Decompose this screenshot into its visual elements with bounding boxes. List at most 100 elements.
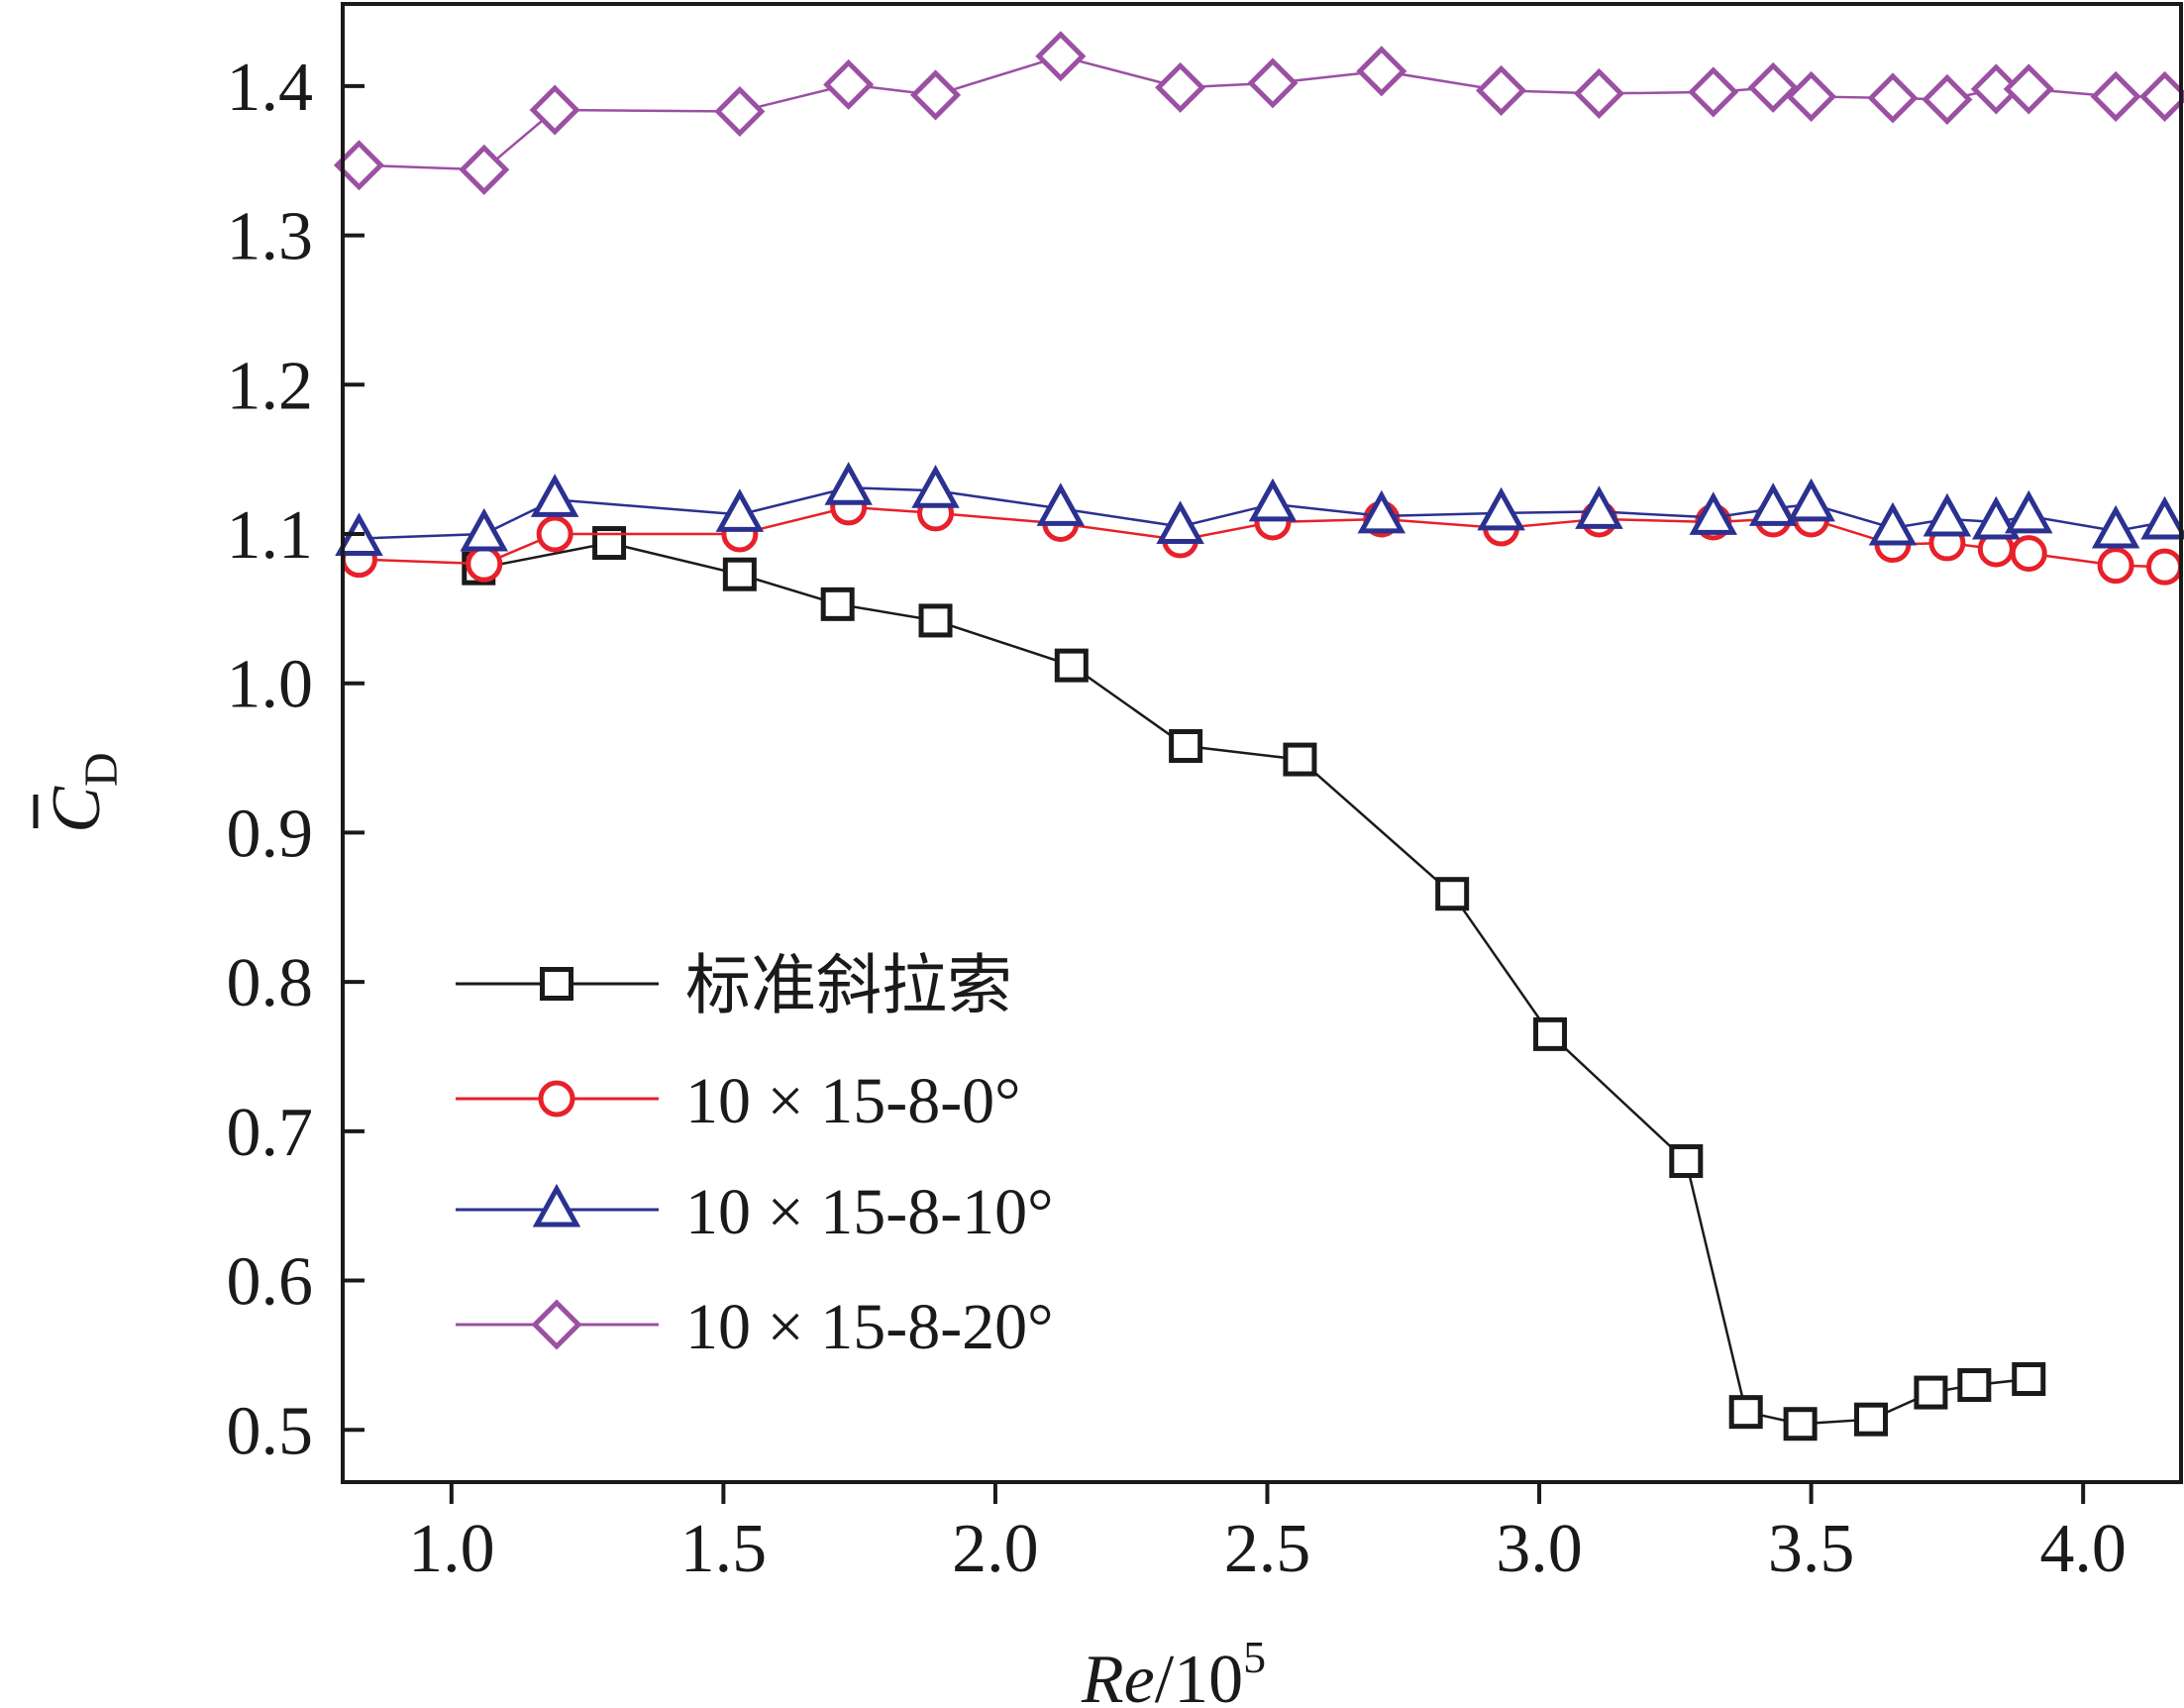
- series-diamond: [333, 31, 2184, 195]
- data-point-square-14: [1914, 1375, 1948, 1410]
- data-point-triangle-15: [1868, 501, 1918, 546]
- data-point-square-13: [1854, 1402, 1889, 1437]
- legend-marker-1: [538, 1080, 575, 1118]
- data-point-triangle-7: [1156, 500, 1204, 544]
- y-tick-label-9: 1.4: [227, 50, 314, 126]
- data-point-diamond-10: [1476, 64, 1527, 116]
- y-tick-label-3: 0.8: [227, 945, 314, 1021]
- data-point-diamond-19: [2090, 70, 2141, 122]
- data-point-triangle-9: [1357, 489, 1406, 534]
- data-point-diamond-14: [1786, 70, 1837, 122]
- data-point-diamond-16: [1922, 73, 1973, 125]
- data-point-diamond-1: [459, 144, 510, 195]
- data-point-triangle-10: [1477, 486, 1525, 531]
- data-point-square-16: [2012, 1362, 2046, 1397]
- x-axis-title-sup: 5: [1243, 1632, 1266, 1682]
- x-tick-label-4: 3.0: [1496, 1511, 1583, 1587]
- data-point-diamond-7: [1155, 61, 1206, 113]
- data-point-circle-20: [2146, 548, 2184, 586]
- legend-label-2: 10 × 15-8-10°: [685, 1176, 1054, 1248]
- plot-frame: [341, 2, 2183, 1484]
- data-point-triangle-19: [2091, 504, 2140, 549]
- y-tick-label-8: 1.3: [227, 199, 314, 275]
- data-point-square-11: [1728, 1395, 1763, 1430]
- data-point-triangle-20: [2140, 495, 2184, 540]
- x-tick-label-0: 1.0: [408, 1511, 495, 1587]
- y-tick-label-2: 0.7: [227, 1095, 314, 1171]
- y-tick-label-0: 0.5: [227, 1393, 314, 1469]
- data-point-triangle-17: [1972, 495, 2021, 540]
- data-point-triangle-14: [1787, 478, 1835, 522]
- data-point-square-7: [1283, 742, 1317, 777]
- data-point-square-12: [1783, 1407, 1818, 1441]
- data-point-triangle-4: [824, 462, 873, 505]
- x-tick-label-5: 3.5: [1768, 1511, 1855, 1587]
- data-point-diamond-4: [823, 58, 875, 110]
- data-point-diamond-9: [1356, 46, 1407, 97]
- data-point-diamond-20: [2138, 70, 2184, 122]
- series-square: [462, 526, 2046, 1441]
- data-point-diamond-17: [1970, 63, 2022, 115]
- data-point-diamond-6: [1035, 31, 1087, 82]
- x-tick-label-1: 1.5: [680, 1511, 768, 1587]
- data-point-triangle-2: [530, 474, 579, 517]
- data-point-circle-2: [536, 515, 573, 553]
- data-point-square-8: [1435, 877, 1470, 911]
- legend-label-1: 10 × 15-8-0°: [685, 1065, 1021, 1137]
- data-point-circle-1: [466, 545, 503, 583]
- x-axis-title-sep: /10: [1155, 1642, 1243, 1708]
- data-point-square-6: [1169, 729, 1203, 764]
- data-point-triangle-11: [1575, 485, 1623, 529]
- data-point-square-15: [1957, 1368, 1992, 1403]
- data-point-triangle-16: [1923, 492, 1972, 537]
- data-point-triangle-1: [460, 507, 509, 552]
- legend-label-0: 标准斜拉索: [685, 950, 1012, 1022]
- legend-marker-0: [540, 967, 573, 1001]
- y-axis-title: CD: [33, 752, 128, 833]
- x-axis-title: Re/105: [1081, 1632, 1266, 1708]
- data-point-square-2: [722, 557, 757, 591]
- data-point-triangle-5: [911, 465, 960, 508]
- legend-marker-2: [532, 1183, 581, 1228]
- data-point-triangle-8: [1248, 478, 1298, 522]
- data-point-square-3: [820, 587, 855, 621]
- x-axis-title-main: Re: [1081, 1642, 1155, 1708]
- y-axis-title-main: C: [39, 786, 115, 833]
- y-tick-label-7: 1.2: [227, 348, 314, 424]
- data-point-triangle-13: [1748, 482, 1798, 526]
- data-point-diamond-3: [714, 85, 766, 138]
- data-point-square-5: [1054, 648, 1089, 683]
- data-point-triangle-18: [2004, 489, 2053, 534]
- data-point-triangle-6: [1036, 482, 1086, 526]
- data-point-square-9: [1533, 1016, 1568, 1051]
- y-tick-label-4: 0.9: [227, 796, 314, 872]
- series-layer: [333, 31, 2184, 1441]
- x-tick-label-2: 2.0: [952, 1511, 1039, 1587]
- data-point-diamond-11: [1573, 67, 1624, 119]
- svg-text:CD: CD: [39, 752, 128, 832]
- legend-label-3: 10 × 15-8-20°: [685, 1291, 1054, 1363]
- data-point-square-4: [918, 603, 953, 638]
- data-point-diamond-12: [1688, 66, 1739, 118]
- x-tick-label-6: 4.0: [2039, 1511, 2127, 1587]
- data-point-diamond-15: [1867, 72, 1919, 124]
- x-tick-label-3: 2.5: [1224, 1511, 1311, 1587]
- legend: 标准斜拉索 10 × 15-8-0° 10 × 15-8-10° 10 × 15-8-…: [456, 950, 1054, 1363]
- data-point-diamond-5: [909, 69, 962, 121]
- y-tick-label-1: 0.6: [227, 1244, 314, 1321]
- data-point-diamond-13: [1747, 61, 1799, 113]
- legend-marker-3: [531, 1299, 582, 1350]
- y-tick-label-6: 1.1: [227, 497, 314, 574]
- y-axis-title-sub: D: [75, 752, 128, 787]
- data-point-triangle-12: [1689, 491, 1738, 535]
- data-point-diamond-18: [2003, 63, 2054, 115]
- y-tick-label-5: 1.0: [227, 647, 314, 723]
- data-point-diamond-8: [1247, 57, 1299, 109]
- data-point-circle-18: [2010, 535, 2047, 573]
- data-point-square-10: [1669, 1143, 1704, 1178]
- data-point-diamond-2: [529, 84, 580, 136]
- data-point-triangle-3: [715, 488, 765, 532]
- axes-layer: 1.0 1.5 2.0 2.5 3.0 3.5 4.0 0.5 0.6 0.7 0.8 0.9 1.0 1…: [227, 2, 2183, 1587]
